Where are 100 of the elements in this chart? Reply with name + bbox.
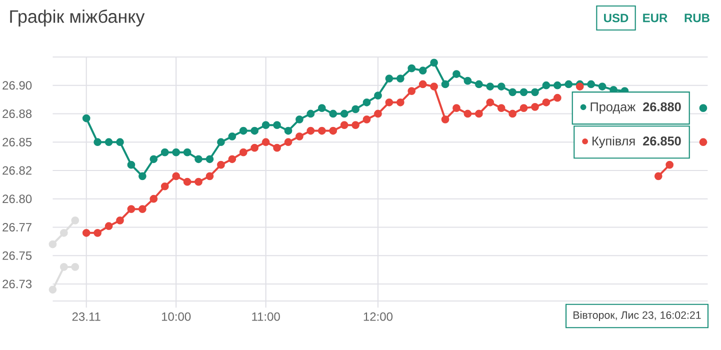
x-tick-label: 11:00 bbox=[252, 312, 280, 321]
point bbox=[150, 155, 158, 164]
text: USD bbox=[604, 14, 628, 22]
point bbox=[172, 172, 180, 180]
point bbox=[273, 121, 281, 130]
point bbox=[306, 110, 315, 118]
y-tick-label: 26.82 bbox=[2, 166, 32, 175]
point bbox=[352, 121, 360, 130]
point bbox=[329, 110, 338, 118]
point bbox=[418, 80, 427, 88]
point bbox=[104, 222, 113, 230]
point bbox=[699, 138, 708, 146]
point bbox=[452, 104, 460, 112]
point bbox=[441, 80, 450, 88]
point bbox=[385, 98, 394, 106]
y-tick-label: 26.77 bbox=[2, 222, 32, 232]
point bbox=[486, 98, 494, 106]
x-tick-label: 12:00 bbox=[364, 312, 393, 321]
point bbox=[71, 216, 80, 224]
point bbox=[362, 115, 371, 124]
point bbox=[520, 104, 528, 112]
point bbox=[430, 82, 438, 90]
point bbox=[194, 178, 202, 186]
point bbox=[497, 82, 506, 90]
point bbox=[542, 81, 550, 90]
legend-label: Продаж bbox=[590, 102, 636, 114]
point bbox=[340, 110, 348, 118]
point bbox=[250, 126, 259, 135]
point bbox=[183, 148, 192, 156]
point bbox=[48, 286, 57, 294]
point bbox=[396, 98, 404, 106]
point bbox=[160, 148, 169, 156]
point bbox=[385, 74, 394, 82]
point bbox=[508, 110, 516, 118]
point bbox=[262, 121, 270, 130]
point bbox=[150, 194, 158, 203]
point bbox=[183, 178, 192, 186]
point bbox=[408, 87, 416, 95]
x-tick-label: 23.11 bbox=[72, 312, 100, 321]
point bbox=[441, 115, 450, 124]
x-tick-label: 10:00 bbox=[162, 312, 191, 321]
point bbox=[374, 92, 382, 100]
legend-label: Купівля bbox=[592, 136, 635, 148]
point bbox=[217, 160, 225, 169]
point bbox=[262, 138, 270, 146]
point bbox=[82, 228, 90, 237]
point bbox=[408, 64, 416, 72]
point bbox=[542, 98, 550, 106]
y-tick-label: 26.73 bbox=[2, 280, 32, 288]
y-tick-label: 26.88 bbox=[2, 109, 32, 118]
point bbox=[699, 104, 708, 112]
point bbox=[474, 80, 483, 88]
point bbox=[531, 88, 539, 96]
point bbox=[206, 172, 214, 180]
point bbox=[418, 66, 427, 75]
point bbox=[296, 115, 304, 124]
point bbox=[138, 172, 146, 180]
point bbox=[250, 144, 259, 152]
point bbox=[160, 182, 169, 190]
point bbox=[239, 148, 248, 156]
point bbox=[362, 98, 371, 106]
point bbox=[531, 103, 539, 111]
point bbox=[654, 172, 662, 180]
point bbox=[48, 240, 57, 248]
point bbox=[82, 114, 90, 122]
point bbox=[464, 110, 472, 118]
point bbox=[60, 228, 68, 237]
text: Вівторок, Лис 23, 16:02:21 bbox=[574, 311, 701, 321]
point bbox=[60, 263, 68, 271]
point bbox=[104, 138, 113, 146]
annotation: 26.850 bbox=[643, 136, 681, 146]
point bbox=[464, 76, 472, 85]
point bbox=[71, 263, 80, 271]
point bbox=[508, 88, 516, 96]
point bbox=[306, 126, 315, 135]
y-tick-label: 26.90 bbox=[2, 81, 32, 90]
point bbox=[228, 155, 236, 164]
point bbox=[598, 82, 606, 90]
point bbox=[576, 82, 584, 90]
point bbox=[239, 126, 248, 135]
point bbox=[94, 138, 102, 146]
point bbox=[486, 82, 494, 90]
text: RUB bbox=[684, 14, 710, 22]
text: EUR bbox=[643, 14, 668, 22]
point bbox=[138, 205, 146, 214]
point bbox=[116, 138, 124, 146]
y-tick-label: 26.75 bbox=[2, 251, 32, 260]
point bbox=[564, 80, 573, 88]
point bbox=[206, 155, 214, 164]
point bbox=[474, 110, 483, 118]
point bbox=[553, 81, 562, 90]
point bbox=[127, 205, 136, 214]
point bbox=[352, 105, 360, 114]
point bbox=[127, 160, 136, 169]
point bbox=[318, 104, 326, 112]
point bbox=[452, 70, 460, 78]
y-tick-label: 26.80 bbox=[2, 194, 32, 204]
annotation: 26.880 bbox=[643, 102, 681, 112]
point bbox=[318, 126, 326, 135]
point bbox=[273, 144, 281, 152]
